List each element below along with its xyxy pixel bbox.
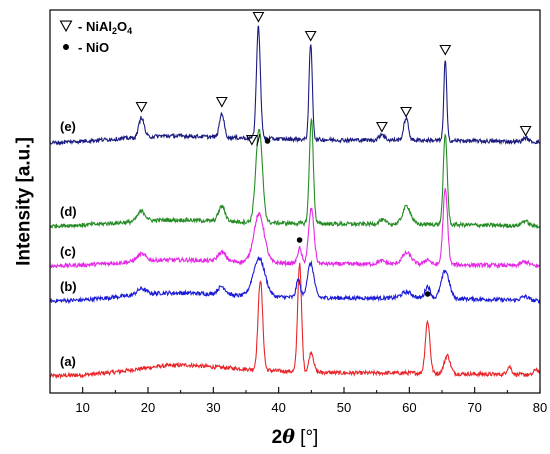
series-line-d <box>49 117 540 230</box>
x-tick-label: 50 <box>337 400 351 415</box>
legend-entry-nio: - NiO <box>78 40 109 55</box>
nial2o4-peak-marker <box>252 11 265 23</box>
y-axis-title: Intensity [a.u.] <box>14 137 35 266</box>
nial2o4-peak-marker <box>375 121 388 133</box>
x-tick-label: 20 <box>141 400 155 415</box>
series-label-c: (c) <box>60 244 76 259</box>
nio-peak-marker <box>296 237 303 243</box>
series-label-b: (b) <box>60 279 77 294</box>
x-tick-label: 30 <box>206 400 220 415</box>
series-layer <box>49 25 541 380</box>
plot-frame <box>49 9 541 394</box>
series-label-a: (a) <box>60 354 76 369</box>
series-label-e: (e) <box>60 119 76 134</box>
series-line-a <box>49 262 541 380</box>
nial2o4-peak-marker <box>304 30 317 42</box>
nial2o4-peak-marker <box>135 101 148 113</box>
legend: - NiAl2O4 - NiO <box>59 19 132 55</box>
series-labels: (a) (b) (c) (d) (e) <box>60 119 77 369</box>
nial2o4-peak-marker <box>400 106 413 118</box>
series-line-e <box>49 25 541 146</box>
marker-slash <box>256 133 261 147</box>
nial2o4-peak-marker <box>245 134 258 146</box>
nial2o4-peak-marker <box>519 125 532 137</box>
dot-marker-icon <box>63 44 69 50</box>
series-label-d: (d) <box>60 204 77 219</box>
x-tick-label: 60 <box>402 400 416 415</box>
nial2o4-peak-marker <box>215 96 228 108</box>
nio-peak-marker <box>264 138 271 144</box>
legend-entry-nial2o4: - NiAl2O4 <box>78 19 132 36</box>
x-tick-label: 10 <box>75 400 89 415</box>
x-tick-label: 70 <box>467 400 481 415</box>
series-line-c <box>49 188 540 269</box>
series-line-b <box>49 256 541 305</box>
triangle-marker-icon <box>59 20 73 33</box>
nial2o4-peak-marker <box>439 44 452 56</box>
nio-peak-marker <box>424 291 431 297</box>
x-tick-label: 40 <box>271 400 285 415</box>
x-axis-ticks: 10 20 30 40 50 60 70 80 <box>49 387 547 415</box>
peak-annotations <box>135 11 532 297</box>
x-tick-label: 80 <box>533 400 547 415</box>
x-axis-title: 2θ [°] <box>272 426 319 448</box>
